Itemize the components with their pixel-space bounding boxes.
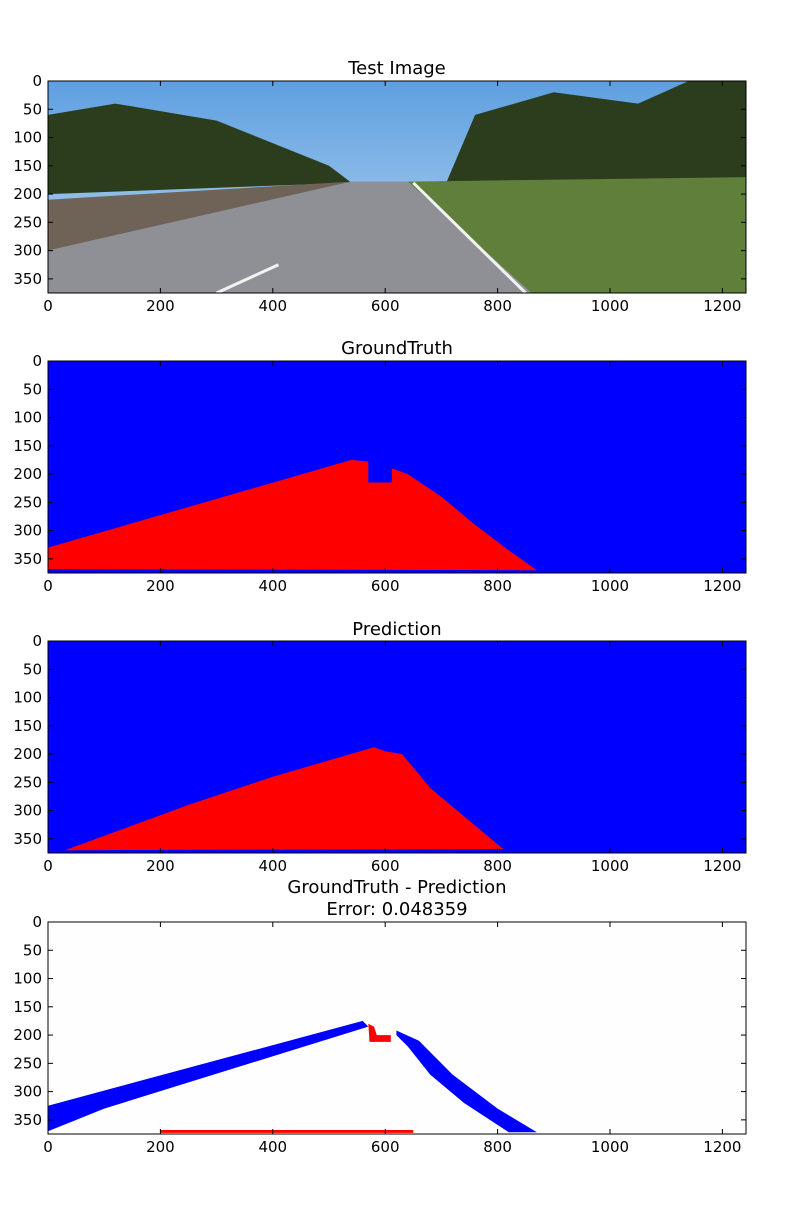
y-tick-label: 0 xyxy=(32,632,42,650)
y-tick-label: 50 xyxy=(23,941,42,959)
x-tick-label: 1000 xyxy=(591,857,629,875)
panel-title: Test Image xyxy=(347,58,446,79)
panel-test-image: Test Image 0 200 400 600 800 1000 1200 0 50 100 15… xyxy=(13,58,747,315)
road-region xyxy=(48,181,532,293)
y-tick-label: 100 xyxy=(13,689,42,707)
x-tick-label: 600 xyxy=(371,577,400,595)
panel-groundtruth: GroundTruth 0 200 400 600 800 1000 1200 0 50 100 1… xyxy=(13,338,747,595)
road-mask xyxy=(64,747,504,851)
y-tick-label: 350 xyxy=(13,550,42,568)
panel-title: Prediction xyxy=(352,619,441,640)
y-tick-label: 50 xyxy=(23,660,42,678)
x-tick-label: 600 xyxy=(371,857,400,875)
y-tick-label: 200 xyxy=(13,185,42,203)
x-tick-label: 0 xyxy=(43,577,53,595)
y-tick-label: 100 xyxy=(13,970,42,988)
false-positive-region xyxy=(160,1130,414,1133)
y-tick-label: 300 xyxy=(13,242,42,260)
axes-frame xyxy=(47,80,747,294)
panel-title: GroundTruth - Prediction xyxy=(287,877,506,898)
diff-background xyxy=(48,922,746,1134)
x-tick-label: 1200 xyxy=(703,1138,741,1156)
y-tick-label: 250 xyxy=(13,1054,42,1072)
missed-region xyxy=(396,1030,537,1133)
axes-frame xyxy=(47,921,747,1135)
x-tick-label: 800 xyxy=(483,297,512,315)
x-tick-label: 400 xyxy=(258,297,287,315)
x-tick-label: 200 xyxy=(146,577,175,595)
panel-difference: GroundTruth - Prediction Error: 0.048359… xyxy=(13,877,747,1156)
grass-region xyxy=(407,177,746,293)
y-tick-label: 300 xyxy=(13,802,42,820)
x-tick-label: 400 xyxy=(258,577,287,595)
y-tick-label: 300 xyxy=(13,522,42,540)
x-tick-label: 600 xyxy=(371,297,400,315)
y-tick-label: 250 xyxy=(13,493,42,511)
x-tick-label: 1200 xyxy=(703,857,741,875)
y-tick-label: 150 xyxy=(13,717,42,735)
y-tick-label: 100 xyxy=(13,129,42,147)
y-tick-label: 0 xyxy=(32,913,42,931)
x-tick-label: 0 xyxy=(43,857,53,875)
y-tick-label: 50 xyxy=(23,100,42,118)
missed-region xyxy=(48,1020,369,1132)
x-tick-label: 800 xyxy=(483,1138,512,1156)
panel-title: GroundTruth xyxy=(341,338,453,359)
y-tick-label: 300 xyxy=(13,1083,42,1101)
y-tick-label: 250 xyxy=(13,773,42,791)
x-tick-label: 200 xyxy=(146,857,175,875)
left-trees xyxy=(48,103,352,195)
y-tick-label: 200 xyxy=(13,745,42,763)
y-tick-label: 350 xyxy=(13,270,42,288)
y-tick-label: 50 xyxy=(23,380,42,398)
road-mask xyxy=(48,459,537,571)
x-tick-label: 0 xyxy=(43,297,53,315)
axes-frame xyxy=(47,360,747,574)
y-tick-label: 150 xyxy=(13,437,42,455)
x-tick-label: 200 xyxy=(146,1138,175,1156)
y-tick-label: 350 xyxy=(13,1111,42,1129)
x-tick-label: 1200 xyxy=(703,577,741,595)
y-tick-label: 0 xyxy=(32,352,42,370)
axes-frame xyxy=(47,640,747,854)
x-tick-label: 600 xyxy=(371,1138,400,1156)
x-tick-label: 800 xyxy=(483,857,512,875)
panel-prediction: Prediction 0 200 400 600 800 1000 1200 0 50 100 15… xyxy=(13,619,747,875)
lane-line-right xyxy=(412,181,527,295)
x-tick-label: 200 xyxy=(146,297,175,315)
y-tick-label: 150 xyxy=(13,998,42,1016)
x-tick-label: 1200 xyxy=(703,297,741,315)
y-tick-label: 200 xyxy=(13,465,42,483)
y-tick-label: 200 xyxy=(13,1026,42,1044)
y-tick-label: 150 xyxy=(13,157,42,175)
x-tick-label: 1000 xyxy=(591,1138,629,1156)
x-tick-label: 800 xyxy=(483,577,512,595)
y-tick-label: 350 xyxy=(13,830,42,848)
panel-subtitle: Error: 0.048359 xyxy=(326,899,467,920)
y-tick-label: 100 xyxy=(13,409,42,427)
false-positive-region xyxy=(368,1023,391,1042)
right-trees xyxy=(441,81,746,195)
y-tick-label: 0 xyxy=(32,72,42,90)
x-tick-label: 400 xyxy=(258,857,287,875)
y-tick-label: 250 xyxy=(13,213,42,231)
x-tick-label: 1000 xyxy=(591,297,629,315)
x-tick-label: 1000 xyxy=(591,577,629,595)
x-tick-label: 0 xyxy=(43,1138,53,1156)
x-tick-label: 400 xyxy=(258,1138,287,1156)
lane-line-left xyxy=(215,263,280,295)
